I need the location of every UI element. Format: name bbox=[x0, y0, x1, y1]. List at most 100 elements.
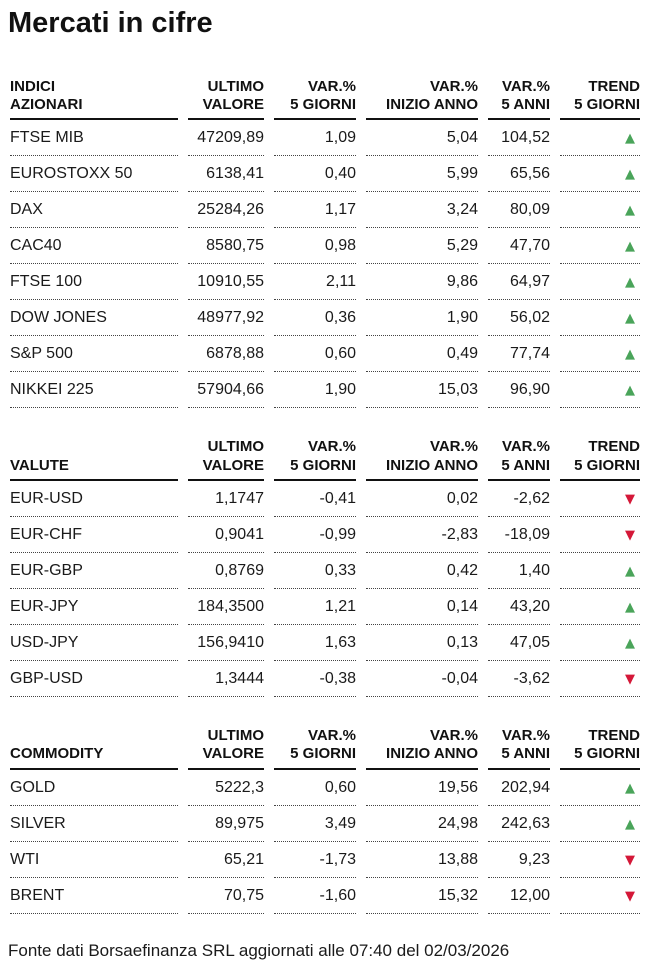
trend-cell: ▼ bbox=[560, 842, 640, 878]
last-value-cell: 6138,41 bbox=[188, 156, 264, 193]
var-5d-cell: -0,99 bbox=[274, 517, 356, 554]
section-label-header: INDICI AZIONARI bbox=[10, 78, 178, 121]
section-label-header: COMMODITY bbox=[10, 727, 178, 770]
col-header-var-inizio-anno: VAR.% INIZIO ANNO bbox=[366, 438, 478, 482]
col-header-var-inizio-anno: VAR.% INIZIO ANNO bbox=[366, 727, 478, 770]
var-5y-cell: -2,62 bbox=[488, 481, 550, 518]
trend-up-icon: ▲ bbox=[625, 816, 635, 832]
var-ytd-cell: 5,04 bbox=[366, 120, 478, 157]
trend-up-icon: ▲ bbox=[625, 167, 635, 183]
var-5d-cell: 0,98 bbox=[274, 228, 356, 265]
trend-up-icon: ▲ bbox=[625, 203, 635, 219]
var-5d-cell: 1,09 bbox=[274, 120, 356, 157]
var-5d-cell: -1,60 bbox=[274, 878, 356, 914]
table-row: USD-JPY 156,9410 1,63 0,13 47,05 ▲ bbox=[10, 625, 640, 662]
table-row: GOLD 5222,3 0,60 19,56 202,94 ▲ bbox=[10, 770, 640, 806]
instrument-name-cell: EUR-CHF bbox=[10, 517, 178, 554]
col-header-ultimo-valore: ULTIMO VALORE bbox=[188, 78, 264, 121]
instrument-name-cell: EUR-JPY bbox=[10, 589, 178, 626]
var-ytd-cell: 0,02 bbox=[366, 481, 478, 518]
var-5d-cell: 0,60 bbox=[274, 336, 356, 373]
var-ytd-cell: 15,32 bbox=[366, 878, 478, 914]
var-ytd-cell: 0,13 bbox=[366, 625, 478, 662]
var-5d-cell: 3,49 bbox=[274, 806, 356, 842]
instrument-name-cell: GBP-USD bbox=[10, 661, 178, 698]
trend-down-icon: ▼ bbox=[625, 528, 635, 544]
var-5y-cell: 12,00 bbox=[488, 878, 550, 914]
trend-cell: ▼ bbox=[560, 661, 640, 698]
instrument-name-cell: FTSE 100 bbox=[10, 264, 178, 301]
trend-up-icon: ▲ bbox=[625, 600, 635, 616]
var-5y-cell: -18,09 bbox=[488, 517, 550, 554]
header-row: INDICI AZIONARI ULTIMO VALORE VAR.% 5 GIOR… bbox=[10, 78, 640, 121]
instrument-name-cell: SILVER bbox=[10, 806, 178, 842]
trend-up-icon: ▲ bbox=[625, 311, 635, 327]
trend-down-icon: ▼ bbox=[625, 852, 635, 868]
table-row: FTSE MIB 47209,89 1,09 5,04 104,52 ▲ bbox=[10, 120, 640, 157]
table-row: S&P 500 6878,88 0,60 0,49 77,74 ▲ bbox=[10, 336, 640, 373]
table-row: EUR-GBP 0,8769 0,33 0,42 1,40 ▲ bbox=[10, 553, 640, 590]
market-tables: INDICI AZIONARI ULTIMO VALORE VAR.% 5 GIOR… bbox=[0, 78, 650, 914]
var-5y-cell: 47,70 bbox=[488, 228, 550, 265]
var-5y-cell: 64,97 bbox=[488, 264, 550, 301]
var-ytd-cell: 15,03 bbox=[366, 372, 478, 409]
trend-up-icon: ▲ bbox=[625, 275, 635, 291]
trend-cell: ▼ bbox=[560, 517, 640, 554]
instrument-name-cell: DAX bbox=[10, 192, 178, 229]
trend-cell: ▲ bbox=[560, 553, 640, 590]
col-header-var-5-giorni: VAR.% 5 GIORNI bbox=[274, 438, 356, 482]
col-header-var-5-giorni: VAR.% 5 GIORNI bbox=[274, 78, 356, 121]
market-table: INDICI AZIONARI ULTIMO VALORE VAR.% 5 GIOR… bbox=[0, 78, 650, 409]
col-header-trend-5-giorni: TREND 5 GIORNI bbox=[560, 438, 640, 482]
var-5d-cell: 2,11 bbox=[274, 264, 356, 301]
var-5y-cell: 80,09 bbox=[488, 192, 550, 229]
trend-cell: ▼ bbox=[560, 481, 640, 518]
col-header-var-inizio-anno: VAR.% INIZIO ANNO bbox=[366, 78, 478, 121]
last-value-cell: 184,3500 bbox=[188, 589, 264, 626]
instrument-name-cell: EUR-USD bbox=[10, 481, 178, 518]
table-row: DAX 25284,26 1,17 3,24 80,09 ▲ bbox=[10, 192, 640, 229]
col-header-var-5-anni: VAR.% 5 ANNI bbox=[488, 78, 550, 121]
last-value-cell: 48977,92 bbox=[188, 300, 264, 337]
table-row: NIKKEI 225 57904,66 1,90 15,03 96,90 ▲ bbox=[10, 372, 640, 409]
var-5y-cell: 1,40 bbox=[488, 553, 550, 590]
last-value-cell: 5222,3 bbox=[188, 770, 264, 806]
trend-up-icon: ▲ bbox=[625, 564, 635, 580]
var-5y-cell: -3,62 bbox=[488, 661, 550, 698]
var-ytd-cell: 0,49 bbox=[366, 336, 478, 373]
var-5d-cell: -0,38 bbox=[274, 661, 356, 698]
market-table: VALUTE ULTIMO VALORE VAR.% 5 GIORNI VAR.% I… bbox=[0, 438, 650, 698]
var-5y-cell: 65,56 bbox=[488, 156, 550, 193]
section-label-header: VALUTE bbox=[10, 438, 178, 482]
trend-up-icon: ▲ bbox=[625, 239, 635, 255]
last-value-cell: 25284,26 bbox=[188, 192, 264, 229]
last-value-cell: 0,8769 bbox=[188, 553, 264, 590]
page-title: Mercati in cifre bbox=[8, 7, 213, 39]
trend-cell: ▼ bbox=[560, 878, 640, 914]
var-ytd-cell: 13,88 bbox=[366, 842, 478, 878]
var-ytd-cell: 19,56 bbox=[366, 770, 478, 806]
last-value-cell: 156,9410 bbox=[188, 625, 264, 662]
header-row: COMMODITY ULTIMO VALORE VAR.% 5 GIORNI VAR… bbox=[10, 727, 640, 770]
trend-cell: ▲ bbox=[560, 770, 640, 806]
var-5d-cell: 0,40 bbox=[274, 156, 356, 193]
var-5d-cell: 1,17 bbox=[274, 192, 356, 229]
trend-cell: ▲ bbox=[560, 625, 640, 662]
col-header-var-5-giorni: VAR.% 5 GIORNI bbox=[274, 727, 356, 770]
col-header-trend-5-giorni: TREND 5 GIORNI bbox=[560, 727, 640, 770]
table-row: DOW JONES 48977,92 0,36 1,90 56,02 ▲ bbox=[10, 300, 640, 337]
col-header-trend-5-giorni: TREND 5 GIORNI bbox=[560, 78, 640, 121]
instrument-name-cell: FTSE MIB bbox=[10, 120, 178, 157]
section-label-line2: AZIONARI bbox=[10, 96, 83, 114]
table-row: EUROSTOXX 50 6138,41 0,40 5,99 65,56 ▲ bbox=[10, 156, 640, 193]
var-5y-cell: 202,94 bbox=[488, 770, 550, 806]
instrument-name-cell: DOW JONES bbox=[10, 300, 178, 337]
var-5y-cell: 47,05 bbox=[488, 625, 550, 662]
instrument-name-cell: EUROSTOXX 50 bbox=[10, 156, 178, 193]
var-5d-cell: -0,41 bbox=[274, 481, 356, 518]
var-5y-cell: 77,74 bbox=[488, 336, 550, 373]
instrument-name-cell: EUR-GBP bbox=[10, 553, 178, 590]
instrument-name-cell: GOLD bbox=[10, 770, 178, 806]
table-row: WTI 65,21 -1,73 13,88 9,23 ▼ bbox=[10, 842, 640, 878]
table-row: SILVER 89,975 3,49 24,98 242,63 ▲ bbox=[10, 806, 640, 842]
